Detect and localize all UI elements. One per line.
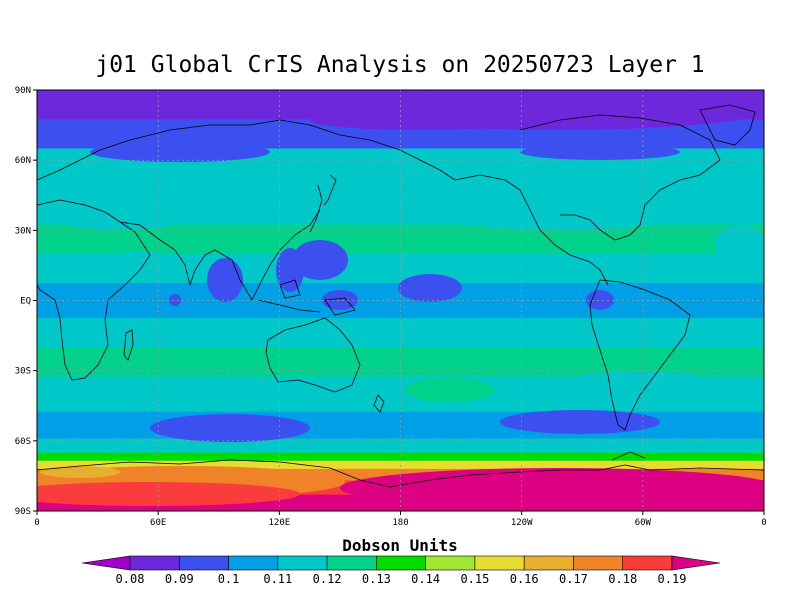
- colorbar-level-label: 0.17: [559, 572, 588, 586]
- colorbar-level-label: 0.15: [460, 572, 489, 586]
- colorbar-level-label: 0.13: [362, 572, 391, 586]
- lat-tick-label: 60N: [15, 156, 31, 166]
- colorbar-level-label: 0.11: [263, 572, 292, 586]
- coastlines: [37, 104, 764, 488]
- zonal-band: [37, 318, 764, 348]
- lon-tick-label: 60E: [150, 518, 166, 528]
- lat-tick-label: 30N: [15, 226, 31, 236]
- lat-tick-label: 30S: [15, 367, 31, 377]
- lon-tick-label: 60W: [635, 518, 652, 528]
- colorbar-swatch: [425, 555, 476, 571]
- colorbar-swatch: [326, 555, 377, 571]
- colorbar-swatch: [178, 555, 229, 571]
- colorbar-level-label: 0.16: [510, 572, 539, 586]
- lat-tick-label: 90N: [15, 86, 31, 96]
- colorbar-level-label: 0.14: [411, 572, 440, 586]
- colorbar-swatch: [129, 555, 180, 571]
- zonal-band: [37, 224, 764, 255]
- colorbar-swatch: [573, 555, 624, 571]
- colorbar-level-label: 0.18: [608, 572, 637, 586]
- colorbar-swatch: [376, 555, 426, 571]
- colorbar-swatch: [523, 555, 574, 571]
- colorbar-title: Dobson Units: [342, 536, 458, 555]
- lon-tick-label: 0: [761, 518, 766, 528]
- colorbar-swatch: [277, 555, 328, 571]
- colorbar-swatch: [474, 555, 525, 571]
- colorbar-swatch: [228, 555, 279, 571]
- lon-tick-label: 120W: [511, 518, 533, 528]
- colorbar-level-label: 0.1: [218, 572, 240, 586]
- lat-tick-label: EQ: [20, 297, 31, 307]
- lat-tick-label: 90S: [15, 507, 31, 517]
- lat-tick-label: 60S: [15, 437, 31, 447]
- lon-tick-label: 180: [392, 518, 408, 528]
- colorbar-level-label: 0.09: [165, 572, 194, 586]
- colorbar-high-arrow: [671, 555, 721, 571]
- colorbar-level-label: 0.19: [658, 572, 687, 586]
- colorbar-low-arrow: [81, 555, 131, 571]
- colorbar-swatch: [622, 555, 673, 571]
- graticule: [37, 90, 764, 511]
- lon-tick-label: 120E: [268, 518, 290, 528]
- regional-anomalies: [37, 90, 764, 508]
- colorbar-level-label: 0.12: [313, 572, 342, 586]
- map-title: j01 Global CrIS Analysis on 20250723 Lay…: [95, 52, 705, 78]
- colorbar-level-label: 0.08: [116, 572, 145, 586]
- lon-tick-label: 0: [34, 518, 39, 528]
